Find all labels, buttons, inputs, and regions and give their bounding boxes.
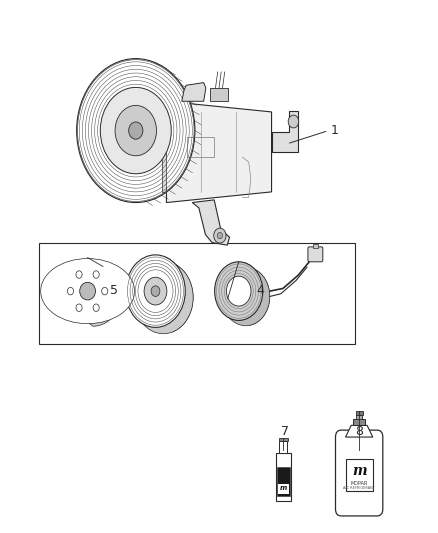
Text: A/C REFRIGERANT: A/C REFRIGERANT (343, 486, 375, 490)
Circle shape (144, 277, 167, 305)
Circle shape (214, 228, 226, 243)
Bar (313, 244, 318, 248)
Circle shape (77, 59, 195, 203)
Circle shape (152, 284, 175, 311)
Ellipse shape (80, 282, 95, 300)
Circle shape (134, 261, 193, 334)
Circle shape (76, 304, 82, 311)
Circle shape (129, 122, 143, 139)
Bar (187, 136, 214, 157)
Bar (356, 415, 362, 419)
Text: 5: 5 (110, 284, 118, 297)
Text: m: m (352, 464, 367, 478)
Text: m: m (280, 484, 287, 490)
Polygon shape (346, 425, 373, 437)
Bar (276, 453, 291, 501)
Circle shape (67, 287, 74, 295)
Circle shape (93, 304, 99, 311)
Text: 4: 4 (257, 284, 265, 297)
Polygon shape (88, 260, 120, 326)
Text: 7: 7 (281, 425, 289, 438)
Polygon shape (162, 111, 166, 192)
Circle shape (215, 262, 263, 320)
Circle shape (126, 255, 185, 327)
Bar (346, 458, 373, 491)
Bar (278, 484, 289, 494)
Polygon shape (165, 257, 193, 332)
Polygon shape (243, 262, 270, 326)
Text: 1: 1 (331, 124, 339, 137)
Bar (353, 419, 365, 425)
Circle shape (226, 276, 251, 306)
Circle shape (100, 87, 171, 174)
Circle shape (102, 287, 108, 295)
Circle shape (151, 286, 160, 296)
FancyBboxPatch shape (336, 430, 383, 516)
Polygon shape (182, 83, 206, 101)
Bar (356, 411, 363, 415)
Bar (279, 438, 288, 441)
Bar (39, 243, 355, 344)
Circle shape (217, 232, 223, 239)
Polygon shape (192, 200, 230, 245)
FancyBboxPatch shape (308, 247, 323, 262)
Polygon shape (272, 111, 298, 152)
Circle shape (76, 271, 82, 278)
Bar (210, 88, 228, 101)
Text: MOPAR: MOPAR (350, 481, 368, 487)
Polygon shape (166, 101, 272, 203)
Bar (279, 441, 287, 453)
Circle shape (288, 115, 299, 128)
Ellipse shape (41, 259, 134, 324)
Circle shape (93, 271, 99, 278)
Bar (277, 467, 290, 496)
Circle shape (115, 106, 156, 156)
Text: 8: 8 (355, 425, 363, 438)
Ellipse shape (60, 260, 115, 322)
Circle shape (222, 267, 270, 326)
